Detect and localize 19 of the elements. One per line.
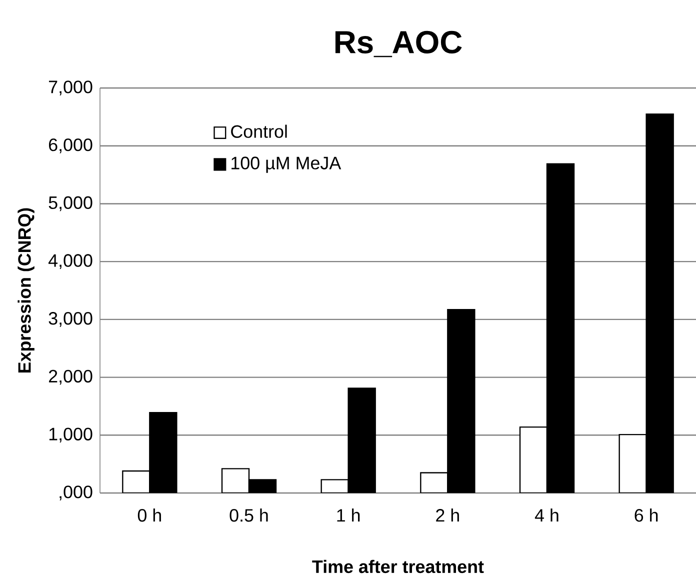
y-tick-label: 6,000	[48, 138, 92, 154]
x-axis-title: Time after treatment	[312, 560, 484, 574]
x-tick-label: 6 h	[634, 508, 658, 522]
x-tick-label: 2 h	[436, 508, 459, 522]
y-tick-label: 5,000	[48, 196, 92, 212]
legend-label: Control	[231, 124, 287, 138]
legend-label: 100 µM MeJA	[232, 156, 342, 173]
y-tick-label: ,000	[60, 486, 92, 500]
x-tick-label: 1 h	[337, 508, 360, 522]
y-tick-label: 2,000	[48, 370, 92, 385]
y-tick-label: 1,000	[49, 428, 92, 443]
y-tick-label: 7,000	[48, 80, 92, 96]
x-tick-label: 0.5 h	[230, 508, 268, 522]
chart-title: Rs_AOC	[335, 30, 462, 58]
y-axis-title: Expression (CNRQ)	[18, 208, 34, 373]
y-tick-label: 3,000	[48, 312, 92, 327]
x-tick-label: 0 h	[138, 508, 161, 522]
x-tick-label: 4 h	[534, 508, 558, 522]
y-tick-label: 4,000	[48, 254, 92, 269]
